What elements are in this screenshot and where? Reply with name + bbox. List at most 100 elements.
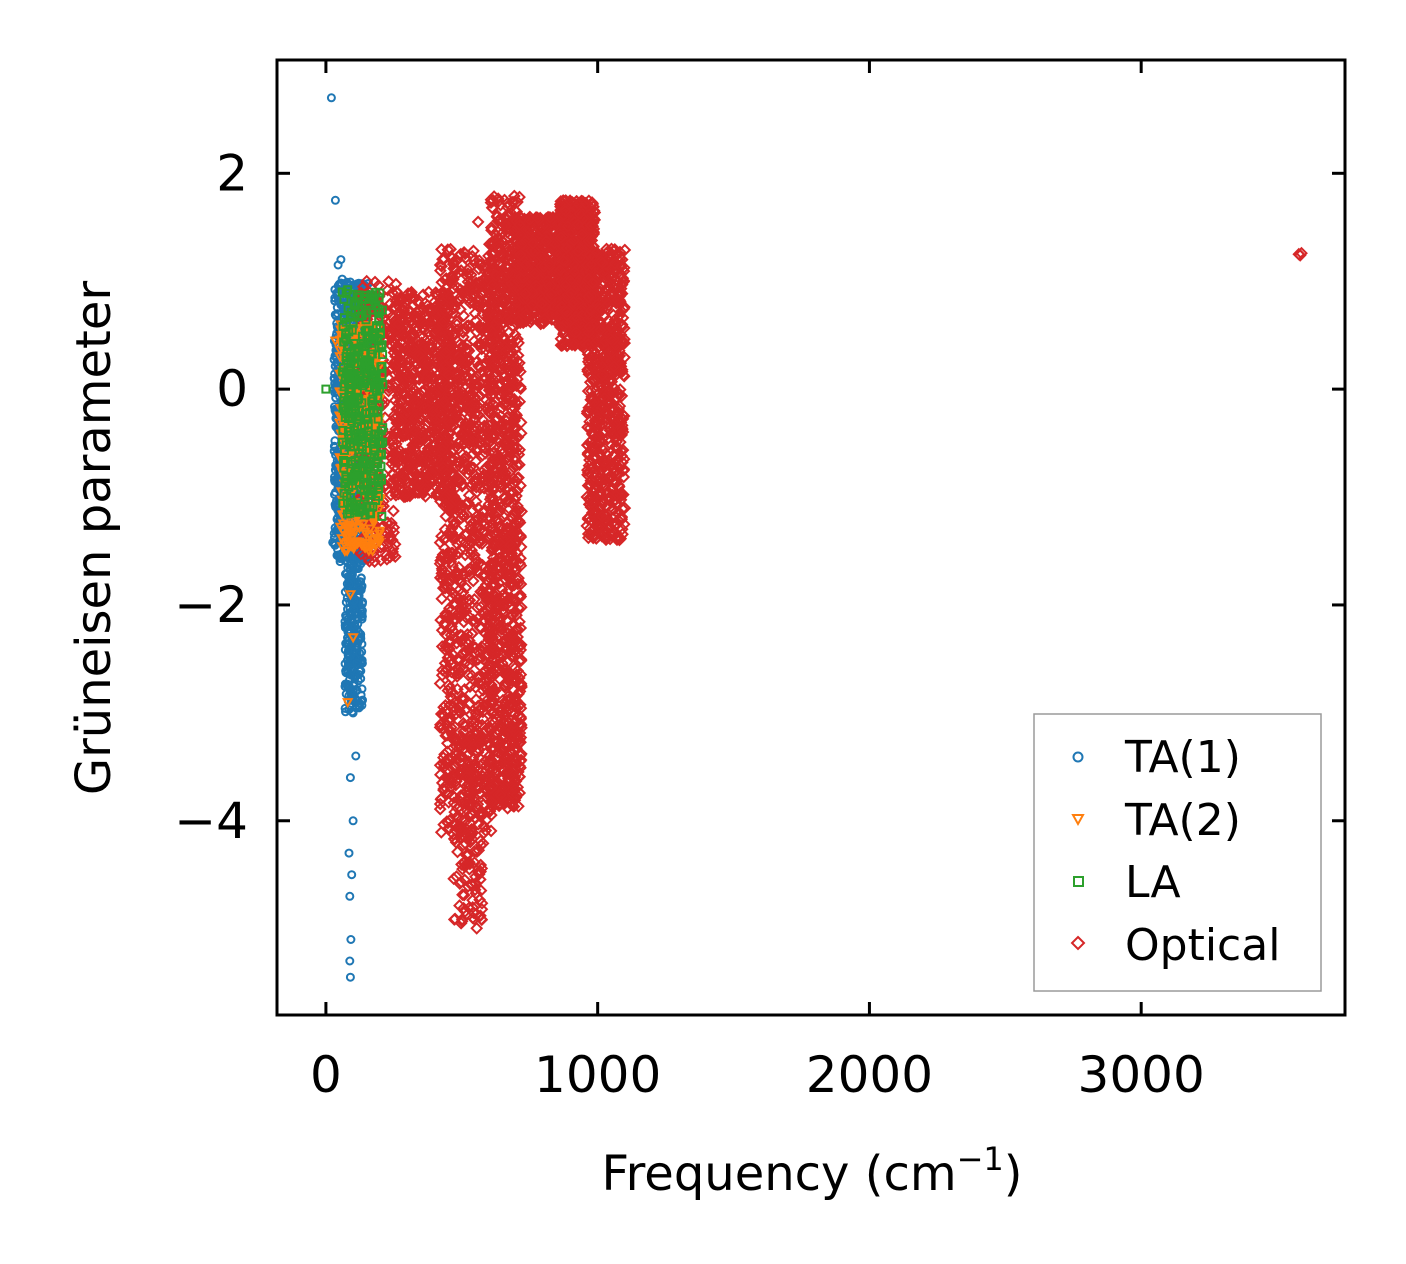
data-point <box>401 369 415 383</box>
data-point <box>428 386 442 400</box>
data-point <box>484 824 498 838</box>
data-point <box>326 93 336 103</box>
data-point <box>462 809 476 823</box>
data-point <box>466 504 480 517</box>
data-point <box>462 436 476 450</box>
data-point <box>462 698 476 711</box>
data-point <box>465 653 479 667</box>
data-point <box>427 334 440 348</box>
data-point <box>440 380 454 394</box>
data-point <box>463 261 477 275</box>
data-point <box>465 320 479 333</box>
data-point <box>486 481 500 495</box>
data-point <box>416 301 429 315</box>
data-point <box>408 411 422 425</box>
data-point <box>406 342 420 356</box>
data-point <box>468 419 482 433</box>
data-point <box>437 315 450 329</box>
data-point <box>474 884 488 898</box>
data-point <box>476 836 490 850</box>
data-point <box>473 873 487 886</box>
data-point <box>463 835 477 849</box>
data-point <box>461 798 474 812</box>
data-point <box>333 260 343 270</box>
data-point <box>441 431 455 445</box>
data-point <box>461 668 475 682</box>
data-point <box>465 543 479 557</box>
data-point <box>465 669 479 683</box>
data-point <box>474 275 488 289</box>
data-point <box>389 342 403 356</box>
data-point <box>342 679 352 689</box>
data-point <box>466 734 480 747</box>
data-point <box>344 848 354 858</box>
data-point <box>502 582 516 596</box>
data-point <box>454 371 468 384</box>
data-point <box>357 684 367 694</box>
data-point <box>458 873 472 887</box>
data-point <box>448 912 462 926</box>
data-point <box>419 456 433 470</box>
data-point <box>329 373 339 383</box>
data-point <box>492 387 506 401</box>
data-point <box>454 427 468 441</box>
data-point <box>433 264 447 278</box>
data-point <box>439 607 453 621</box>
data-point <box>458 357 472 371</box>
data-point <box>441 500 455 514</box>
data-point <box>458 735 472 749</box>
data-point <box>463 400 477 414</box>
data-point <box>422 285 436 299</box>
data-point <box>472 408 486 422</box>
data-point <box>442 401 456 415</box>
data-point <box>345 956 355 966</box>
data-point <box>495 270 509 284</box>
data-point <box>483 803 497 817</box>
data-point <box>474 808 488 822</box>
data-point <box>464 366 478 380</box>
data-point <box>459 450 473 464</box>
data-point <box>398 328 412 342</box>
data-point <box>467 790 481 804</box>
data-point <box>408 396 422 410</box>
data-point <box>449 598 463 611</box>
data-point <box>449 548 463 561</box>
data-point <box>407 329 421 343</box>
data-point <box>408 311 422 325</box>
data-point <box>442 609 456 623</box>
data-point <box>482 668 496 682</box>
data-point <box>391 397 405 410</box>
data-point <box>439 342 453 356</box>
data-point <box>415 455 429 469</box>
data-point <box>418 318 432 331</box>
data-point <box>469 454 483 468</box>
data-point <box>453 302 467 316</box>
data-point <box>513 516 527 530</box>
data-point <box>426 370 440 383</box>
data-point <box>438 327 452 340</box>
data-point <box>368 555 382 569</box>
data-point <box>410 396 424 410</box>
data-point <box>396 426 410 440</box>
data-point <box>442 275 456 288</box>
data-point <box>508 516 522 530</box>
data-point <box>463 568 476 582</box>
data-point <box>455 384 469 398</box>
data-point <box>458 548 472 562</box>
data-point <box>467 254 481 267</box>
data-point <box>328 537 338 547</box>
data-point <box>421 471 435 485</box>
data-point <box>447 790 461 804</box>
data-point <box>418 401 432 415</box>
data-point <box>477 677 491 691</box>
data-point <box>347 635 357 645</box>
data-point <box>451 766 464 780</box>
data-point <box>451 566 465 580</box>
data-point <box>413 303 426 317</box>
data-point <box>465 627 479 641</box>
data-point <box>430 421 444 435</box>
data-point <box>436 295 450 309</box>
data-point <box>356 697 366 706</box>
data-point <box>355 648 365 658</box>
data-point <box>387 336 401 350</box>
